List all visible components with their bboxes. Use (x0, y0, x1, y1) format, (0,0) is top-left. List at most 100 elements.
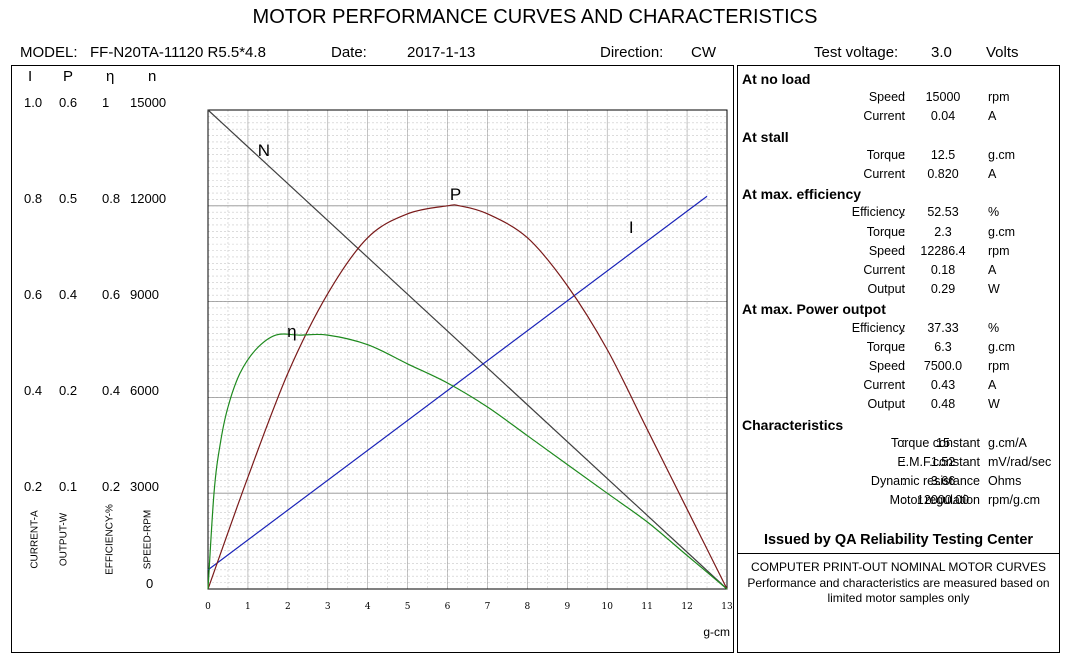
param-colon: : (902, 397, 906, 412)
direction-label: Direction: (600, 44, 664, 61)
param-value: 6.3 (934, 339, 952, 354)
param-colon: : (902, 455, 906, 469)
axis-header-efficiency: η (106, 68, 115, 85)
param-value: 0.48 (930, 397, 956, 412)
param-colon: : (902, 90, 906, 105)
section-title-no-load: At no load (742, 71, 811, 87)
param-value: 0.29 (930, 282, 956, 297)
date-value: 2017-1-13 (407, 44, 476, 61)
curve-label-i: I (629, 218, 634, 237)
param-label: E.M.F.constant (897, 455, 980, 469)
section-title-stall: At stall (742, 128, 789, 145)
x-tick-label: 3 (325, 602, 331, 612)
param-label: Torque (866, 339, 905, 354)
param-unit: rpm (988, 243, 1010, 258)
param-value: 0.18 (930, 263, 956, 277)
axis-tick-efficiency: 0.4 (102, 383, 121, 398)
curve-p (207, 204, 728, 590)
axis-tick-efficiency: 0.6 (102, 287, 121, 302)
param-value: 2.3 (934, 224, 952, 239)
param-unit: Ohms (988, 474, 1022, 489)
param-colon: : (902, 167, 906, 181)
x-tick-label: 6 (445, 602, 451, 612)
x-tick-label: 2 (285, 602, 291, 612)
voltage-value: 3.0 (931, 44, 952, 61)
param-label: Output (867, 282, 905, 297)
param-value: 52.53 (927, 205, 959, 220)
axis-tick-power: 0.4 (59, 287, 78, 302)
param-value: 0.04 (930, 109, 956, 124)
issued-by: Issued by QA Reliability Testing Center (763, 532, 1034, 548)
param-label: Motor regulation (889, 493, 980, 508)
param-unit: A (988, 263, 997, 277)
model-label: MODEL: (20, 44, 78, 61)
param-label: Output (867, 397, 905, 412)
direction-value: CW (691, 44, 716, 61)
param-colon: : (902, 243, 906, 258)
axis-header-power: P (63, 68, 74, 85)
curve-label-n: N (258, 141, 270, 160)
x-axis-label: g-cm (703, 625, 730, 639)
param-unit: A (988, 167, 997, 181)
param-unit: % (988, 320, 1000, 335)
axis-tick-speed: 0 (146, 576, 154, 591)
model-value: FF-N20TA-11120 R5.5*4.8 (90, 44, 266, 61)
x-tick-label: 13 (721, 602, 733, 612)
curve-label-p: P (450, 185, 461, 204)
axis-tick-speed: 3000 (130, 479, 159, 494)
section-title-max-power: At max. Power outpot (742, 301, 886, 318)
axis-tick-power: 0.5 (59, 191, 78, 206)
param-label: Torque (866, 224, 905, 239)
param-colon: : (902, 147, 906, 162)
param-value: 37.33 (927, 320, 959, 335)
disclaimer-note: COMPUTER PRINT-OUT NOMINAL MOTOR CURVES … (747, 560, 1050, 605)
axis-tick-speed: 9000 (130, 287, 159, 302)
param-value: 7500.0 (923, 359, 963, 373)
param-value: 0.820 (927, 167, 959, 181)
voltage-unit: Volts (986, 44, 1019, 61)
param-label: Dynamic resistance (870, 474, 980, 489)
x-tick-label: 7 (485, 602, 491, 612)
param-label: Efficiency (851, 320, 905, 335)
param-unit: rpm (988, 359, 1010, 373)
x-tick-label: 10 (602, 602, 614, 612)
param-label: Current (863, 263, 905, 277)
param-label: Current (863, 167, 905, 181)
param-value: 12.5 (930, 147, 956, 162)
date-label: Date: (331, 44, 367, 61)
voltage-label: Test voltage: (814, 44, 899, 61)
param-value: 3.66 (930, 474, 956, 489)
param-label: Speed (868, 359, 905, 373)
axis-tick-current: 1.0 (24, 95, 43, 110)
x-tick-label: 8 (525, 602, 531, 612)
axis-tick-power: 0.1 (59, 479, 78, 494)
axis-tick-efficiency: 0.2 (102, 479, 121, 494)
param-label: Efficiency (851, 205, 905, 220)
axis-tick-current: 0.2 (24, 479, 43, 494)
param-label: Speed (868, 243, 905, 258)
curve-n (207, 109, 728, 590)
page-title: MOTOR PERFORMANCE CURVES AND CHARACTERIS… (252, 6, 818, 28)
param-colon: : (902, 339, 906, 354)
axis-tick-speed: 12000 (130, 191, 167, 206)
axis-header-current: I (28, 68, 33, 85)
param-label: Torque constant (891, 435, 980, 450)
x-tick-label: 9 (564, 602, 570, 612)
param-unit: W (988, 282, 1000, 297)
param-label: Current (863, 109, 905, 124)
axis-header-speed: n (148, 68, 157, 85)
x-tick-label: 12 (681, 602, 692, 612)
axis-tick-current: 0.6 (24, 287, 43, 302)
x-tick-label: 5 (405, 602, 411, 612)
curve-i (207, 195, 708, 571)
axis-tick-power: 0.6 (59, 95, 78, 110)
divider (738, 553, 1059, 554)
param-label: Torque (866, 147, 905, 162)
param-value: 12000.00 (916, 493, 970, 508)
param-unit: rpm (988, 90, 1010, 105)
axis-tick-current: 0.4 (24, 383, 43, 398)
param-unit: % (988, 205, 1000, 220)
param-unit: g.cm (988, 147, 1016, 162)
